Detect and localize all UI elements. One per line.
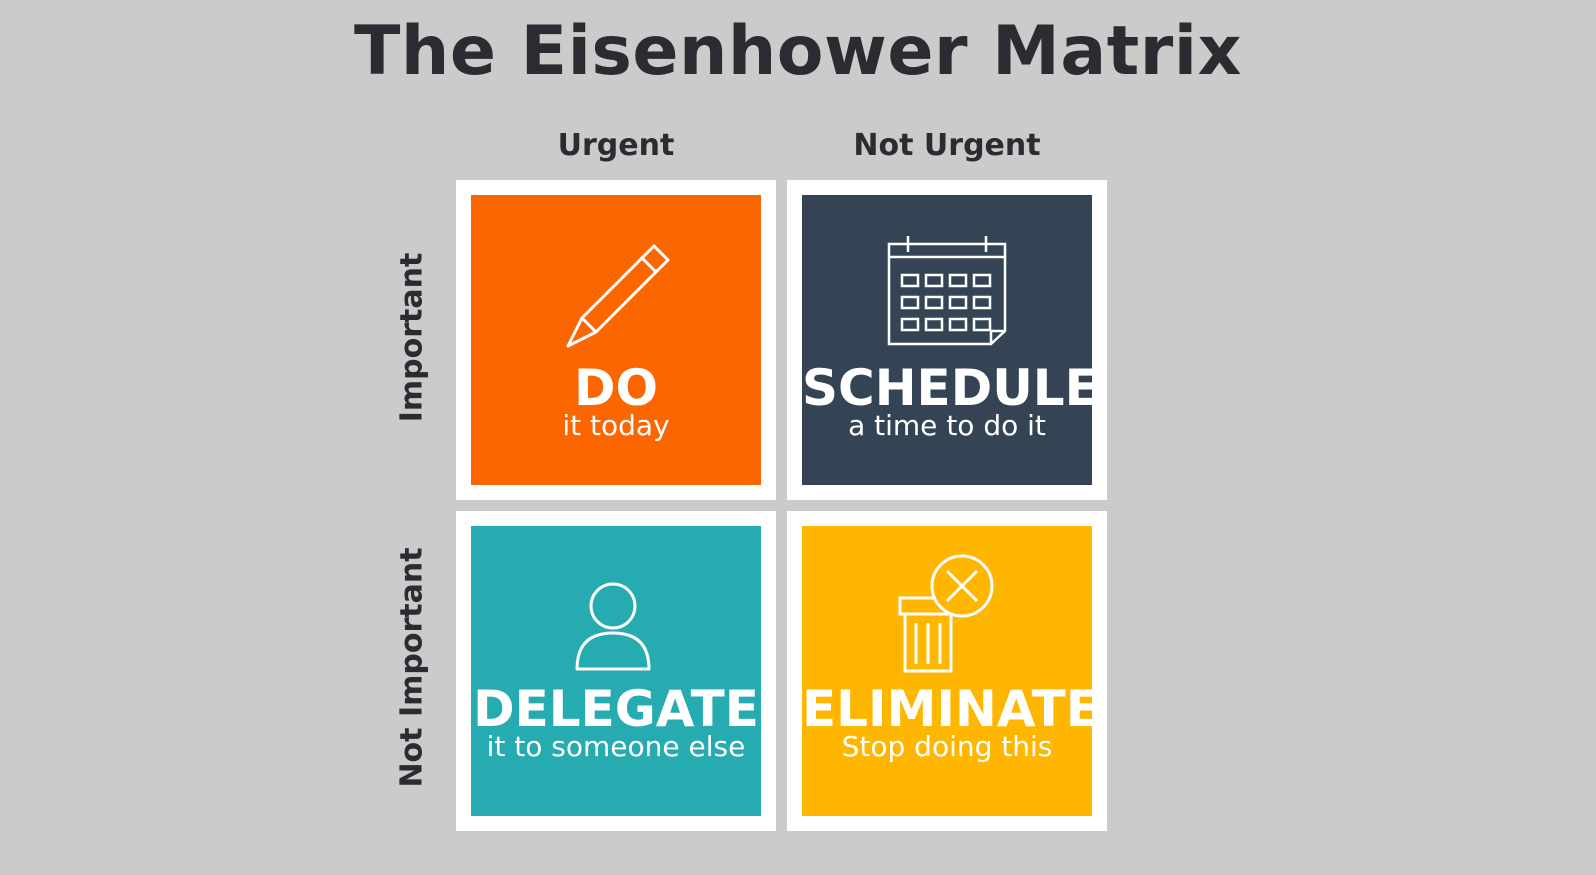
quadrant-do-subtitle: it today	[562, 409, 670, 442]
pencil-icon	[566, 244, 670, 348]
calendar-icon	[887, 236, 1007, 346]
quadrant-do-frame: DO it today	[456, 180, 776, 500]
quadrant-delegate-frame: DELEGATE it to someone else	[456, 511, 776, 831]
person-icon	[575, 582, 651, 671]
quadrant-delegate-subtitle: it to someone else	[486, 730, 746, 763]
quadrant-eliminate-label: ELIMINATE	[802, 680, 1100, 738]
row-header-not-important: Not Important	[394, 547, 430, 788]
row-header-important: Important	[394, 252, 430, 423]
column-header-not-urgent: Not Urgent	[853, 128, 1041, 163]
page-title: The Eisenhower Matrix	[354, 12, 1242, 91]
quadrant-eliminate-frame: ELIMINATE Stop doing this	[787, 511, 1107, 831]
quadrant-delegate-label: DELEGATE	[473, 680, 759, 738]
quadrant-delegate: DELEGATE it to someone else	[471, 526, 761, 816]
trash-delete-icon	[898, 554, 994, 673]
quadrant-schedule-label: SCHEDULE	[802, 359, 1099, 417]
quadrant-eliminate: ELIMINATE Stop doing this	[802, 526, 1100, 816]
quadrant-schedule-frame: SCHEDULE a time to do it	[787, 180, 1107, 500]
quadrant-do: DO it today	[471, 195, 761, 485]
quadrant-eliminate-subtitle: Stop doing this	[841, 730, 1053, 763]
column-header-urgent: Urgent	[557, 128, 675, 163]
quadrant-schedule-subtitle: a time to do it	[848, 409, 1046, 442]
quadrant-do-label: DO	[573, 359, 658, 417]
quadrant-schedule: SCHEDULE a time to do it	[802, 195, 1099, 485]
